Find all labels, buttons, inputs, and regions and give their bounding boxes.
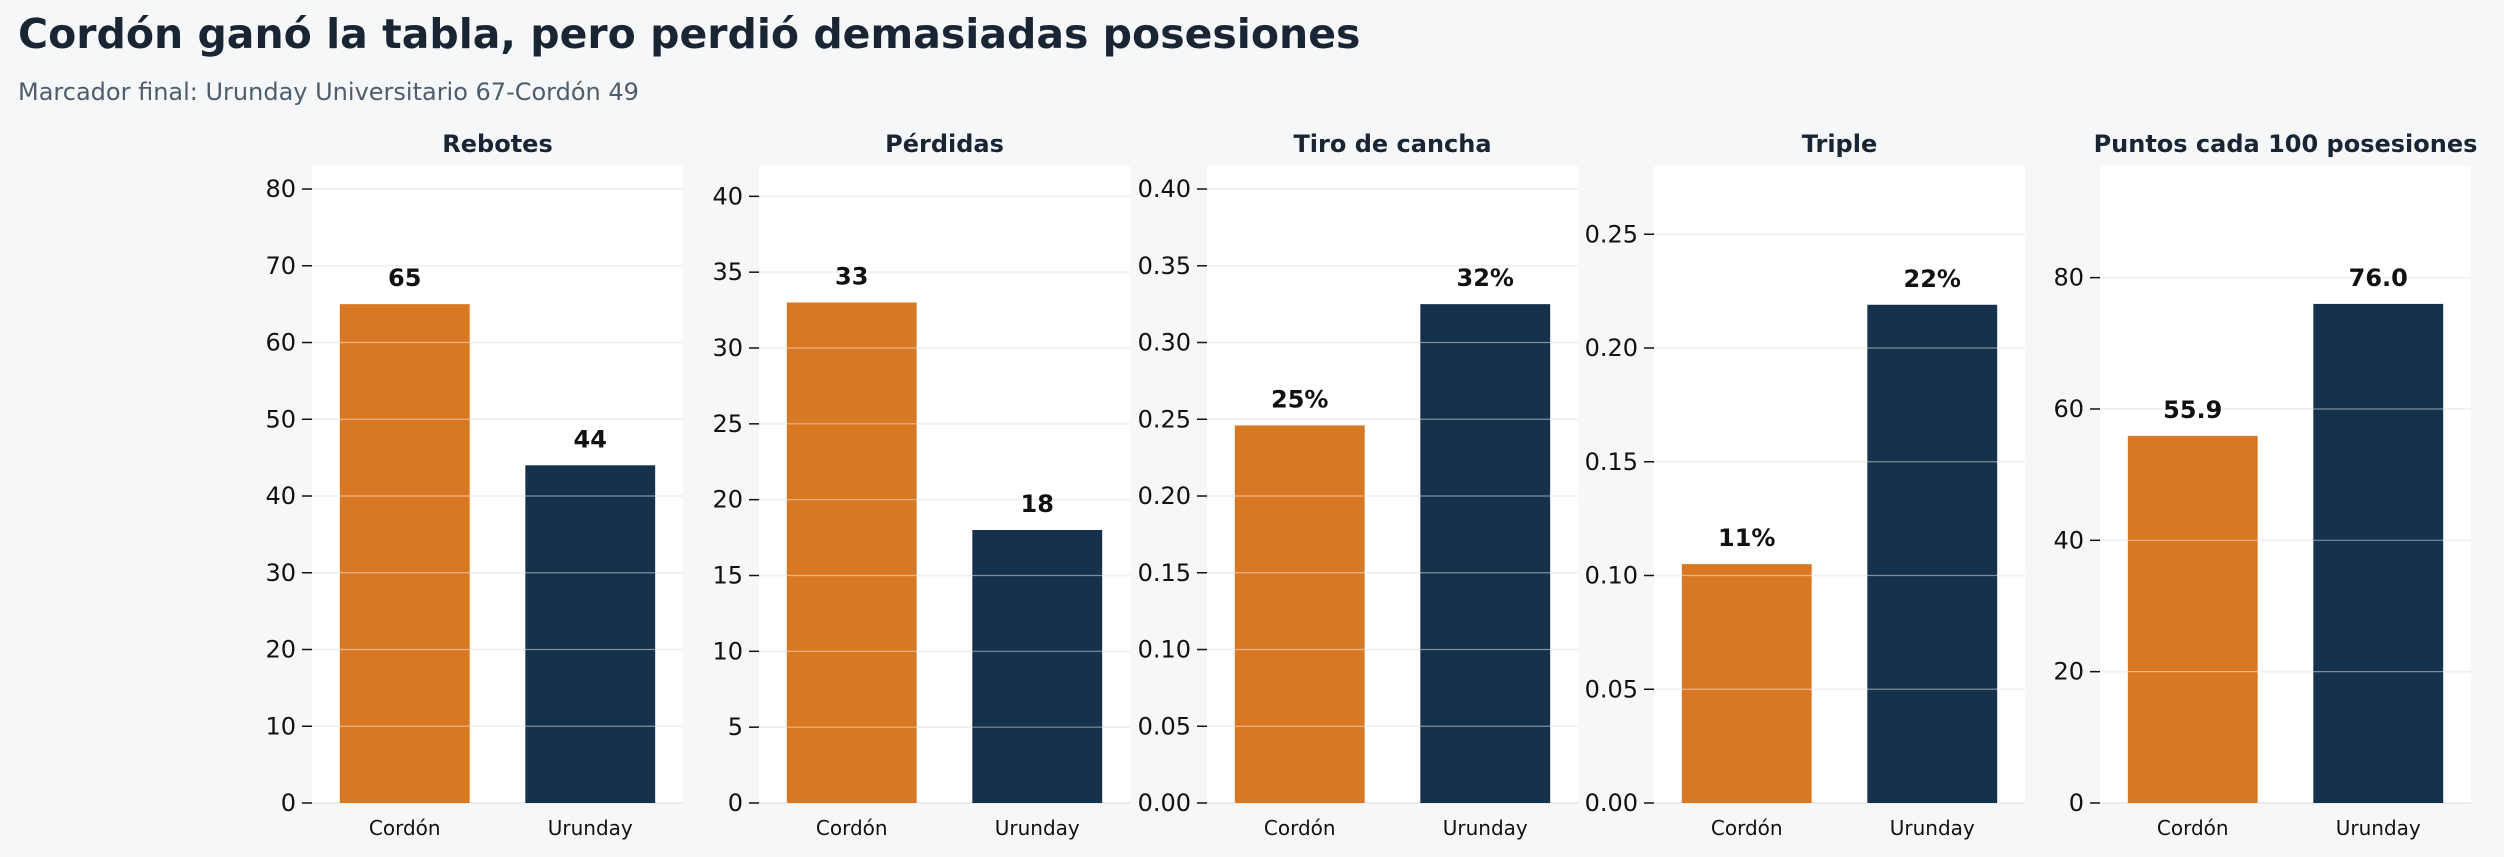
x-category-label: Urunday [995,816,1080,840]
x-category-label: Urunday [548,816,633,840]
data-label: 22% [1904,265,1961,293]
y-tick-label: 5 [728,713,743,741]
y-tick-label: 15 [712,562,743,590]
x-category-label: Urunday [2336,816,2421,840]
bar-cordon [2127,435,2258,803]
y-tick-label: 0.40 [1138,175,1191,203]
y-tick-label: 30 [265,559,296,587]
y-tick-label: 80 [2053,264,2084,292]
bar-urunday [972,530,1103,803]
y-tick-label: 25 [712,410,743,438]
y-tick-label: 0.00 [1138,789,1191,817]
y-tick-label: 0 [281,789,296,817]
y-tick-label: 0.05 [1138,712,1191,740]
panel-title: Pérdidas [885,130,1004,158]
x-category-label: Cordón [1711,816,1783,840]
data-label: 25% [1271,385,1328,413]
data-label: 44 [574,425,607,453]
chart-panel-2: 0 5 10 15 20 25 30 35 40 33 Cordón 18 Urunday Pérdida… [712,130,1130,840]
x-category-label: Cordón [2157,816,2229,840]
y-tick-label: 40 [265,482,296,510]
panel-title: Tiro de cancha [1293,130,1491,158]
x-category-label: Cordón [816,816,888,840]
y-tick-label: 0.20 [1138,482,1191,510]
y-tick-label: 40 [2053,526,2084,554]
y-tick-label: 0.25 [1585,220,1638,248]
data-label: 18 [1021,490,1054,518]
y-tick-label: 0.10 [1585,562,1638,590]
y-tick-label: 0.35 [1138,252,1191,280]
bar-cordon [1681,564,1812,803]
y-tick-label: 0.05 [1585,675,1638,703]
bar-cordon [339,304,470,803]
y-tick-label: 60 [265,329,296,357]
x-category-label: Cordón [369,816,441,840]
bar-urunday [525,465,656,803]
chart-panel-5: 0 20 40 60 80 55.9 Cordón 76.0 Urunday Puntos cad… [2053,130,2477,840]
y-tick-label: 30 [712,334,743,362]
y-tick-label: 20 [265,636,296,664]
data-label: 11% [1718,524,1775,552]
x-category-label: Cordón [1264,816,1336,840]
y-tick-label: 10 [265,712,296,740]
bar-cordon [786,302,917,803]
y-tick-label: 35 [712,258,743,286]
chart-panel-3: 0.00 0.05 0.10 0.15 0.20 0.25 0.30 0.35 0.40 25% C… [1138,130,1578,840]
chart-panel-1: 0 10 20 30 40 50 60 70 80 65 Cordón 44 Urunday Rebote… [265,130,683,840]
data-label: 33 [835,263,868,291]
x-category-label: Urunday [1443,816,1528,840]
data-label: 76.0 [2349,264,2408,292]
chart-subtitle: Marcador final: Urunday Universitario 67… [18,78,639,106]
x-category-label: Urunday [1890,816,1975,840]
y-tick-label: 0.20 [1585,334,1638,362]
y-tick-label: 70 [265,252,296,280]
y-tick-label: 0.15 [1585,448,1638,476]
data-label: 32% [1457,264,1514,292]
y-tick-label: 20 [712,486,743,514]
bar-urunday [1420,304,1551,803]
y-tick-label: 10 [712,637,743,665]
y-tick-label: 0.00 [1585,789,1638,817]
y-tick-label: 0.10 [1138,636,1191,664]
bar-urunday [1867,304,1998,803]
panel-title: Puntos cada 100 posesiones [2094,130,2478,158]
data-label: 55.9 [2163,396,2222,424]
data-label: 65 [388,264,421,292]
y-tick-label: 0.25 [1138,405,1191,433]
y-tick-label: 0 [728,789,743,817]
y-tick-label: 0.30 [1138,329,1191,357]
y-tick-label: 0.15 [1138,559,1191,587]
y-tick-label: 20 [2053,658,2084,686]
y-tick-label: 50 [265,405,296,433]
bar-cordon [1234,425,1365,803]
chart-panel-4: 0.00 0.05 0.10 0.15 0.20 0.25 11% Cordón 22% Urun… [1585,130,2025,840]
y-tick-label: 40 [712,182,743,210]
y-tick-label: 0 [2069,789,2084,817]
chart-title: Cordón ganó la tabla, pero perdió demasi… [18,10,1361,58]
bar-urunday [2313,303,2444,803]
y-tick-label: 80 [265,175,296,203]
y-tick-label: 60 [2053,395,2084,423]
panel-title: Rebotes [442,130,552,158]
panel-title: Triple [1802,130,1877,158]
